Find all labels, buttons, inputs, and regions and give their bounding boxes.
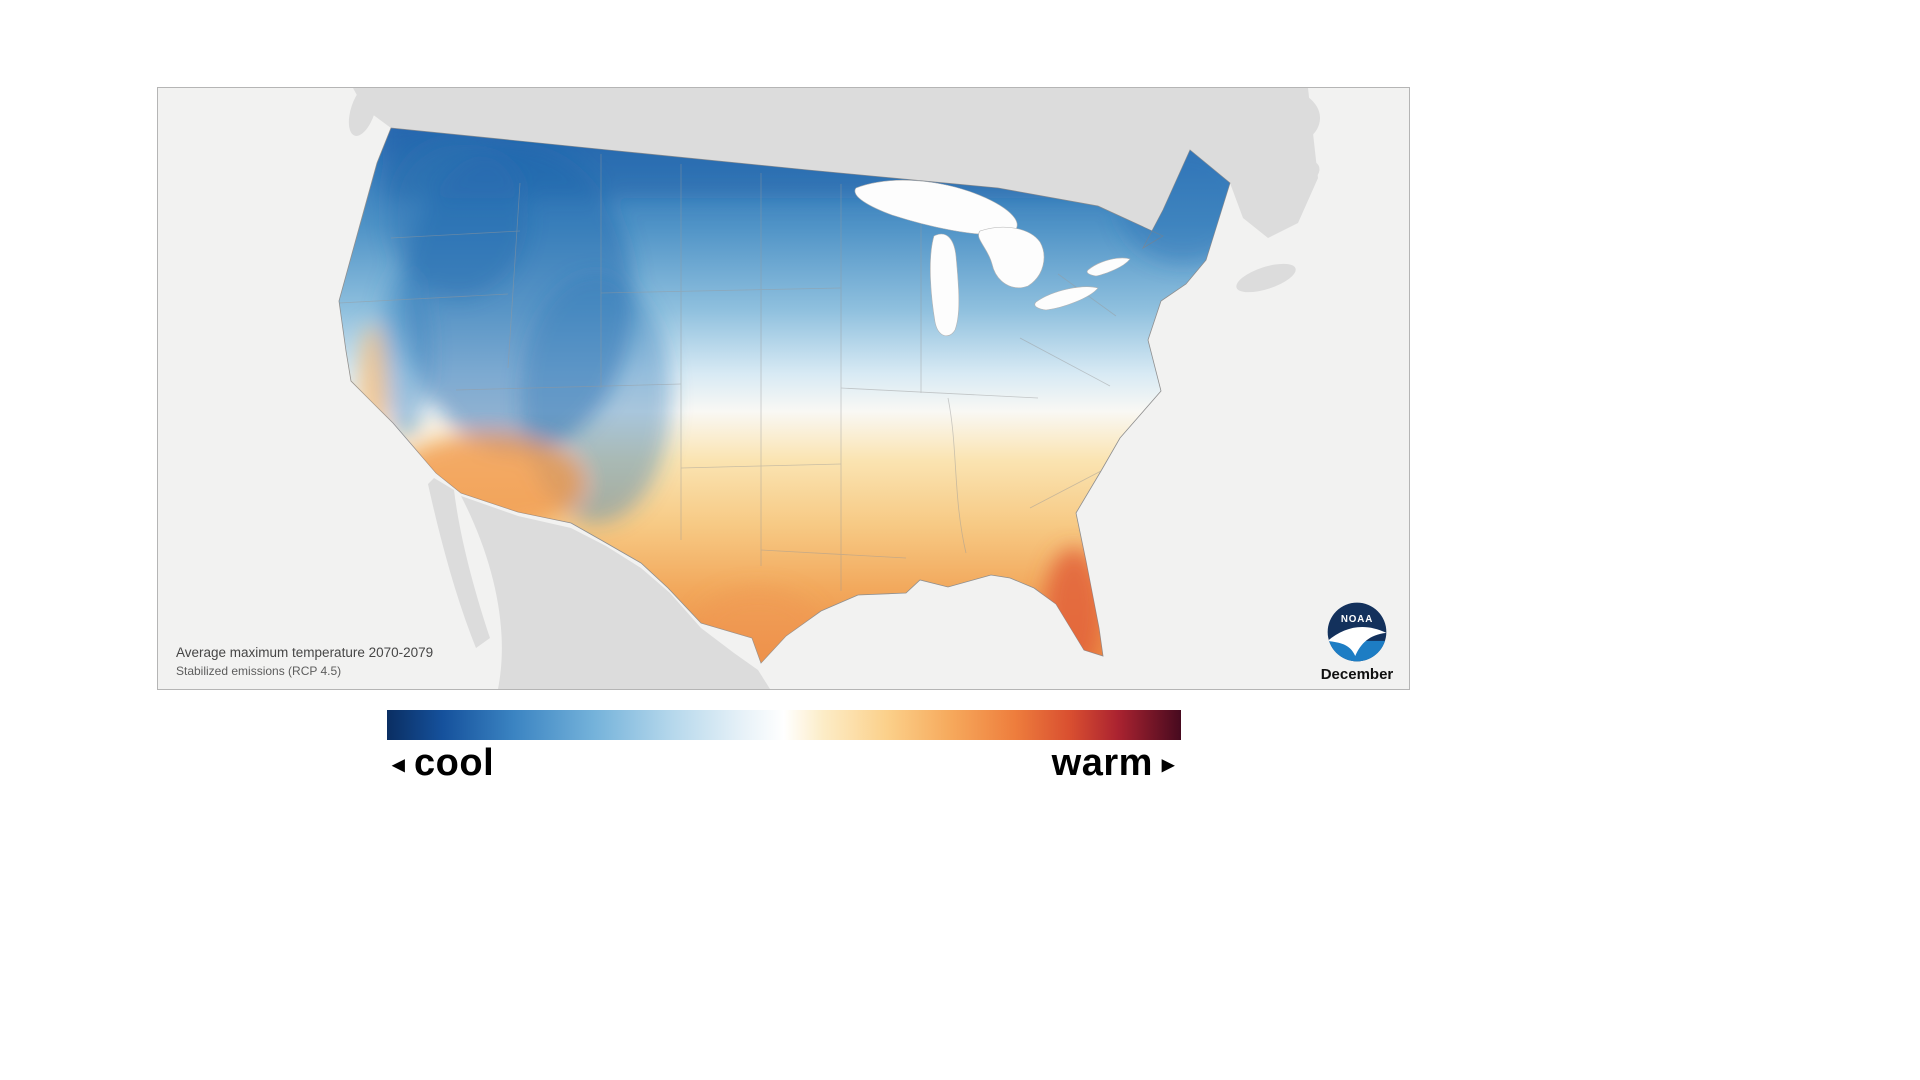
cool-arrow-icon: ◂ bbox=[392, 750, 406, 778]
caption-line-1: Average maximum temperature 2070-2079 bbox=[176, 645, 434, 661]
warm-label-text: warm bbox=[1051, 742, 1153, 784]
canada-shape bbox=[348, 88, 1320, 293]
legend-labels: ◂ cool warm ▸ bbox=[387, 742, 1181, 785]
warm-arrow-icon: ▸ bbox=[1161, 750, 1175, 778]
legend-colorbar bbox=[386, 710, 1181, 740]
map-panel: Average maximum temperature 2070-2079 St… bbox=[157, 87, 1410, 690]
state-borders bbox=[339, 154, 1117, 591]
caption: Average maximum temperature 2070-2079 St… bbox=[176, 645, 433, 679]
cool-label-text: cool bbox=[414, 742, 495, 784]
lake-ontario bbox=[1086, 257, 1131, 277]
us-temperature-map bbox=[158, 88, 1409, 689]
noaa-logo: NOAA bbox=[1327, 602, 1387, 662]
mexico-shape bbox=[428, 478, 770, 689]
warm-label: warm ▸ bbox=[1052, 742, 1175, 785]
lake-huron bbox=[978, 226, 1045, 288]
legend: ◂ cool warm ▸ bbox=[386, 710, 1181, 785]
noaa-block: NOAA December bbox=[1319, 600, 1395, 683]
month-label: December bbox=[1320, 666, 1394, 683]
lake-michigan bbox=[930, 233, 960, 337]
noaa-logo-text: NOAA bbox=[1341, 614, 1373, 625]
figure: Average maximum temperature 2070-2079 St… bbox=[157, 87, 1410, 785]
great-lakes bbox=[854, 180, 1131, 337]
lake-erie bbox=[1034, 286, 1099, 311]
cool-label: ◂ cool bbox=[393, 742, 495, 785]
caption-line-2: Stabilized emissions (RCP 4.5) bbox=[176, 664, 342, 678]
